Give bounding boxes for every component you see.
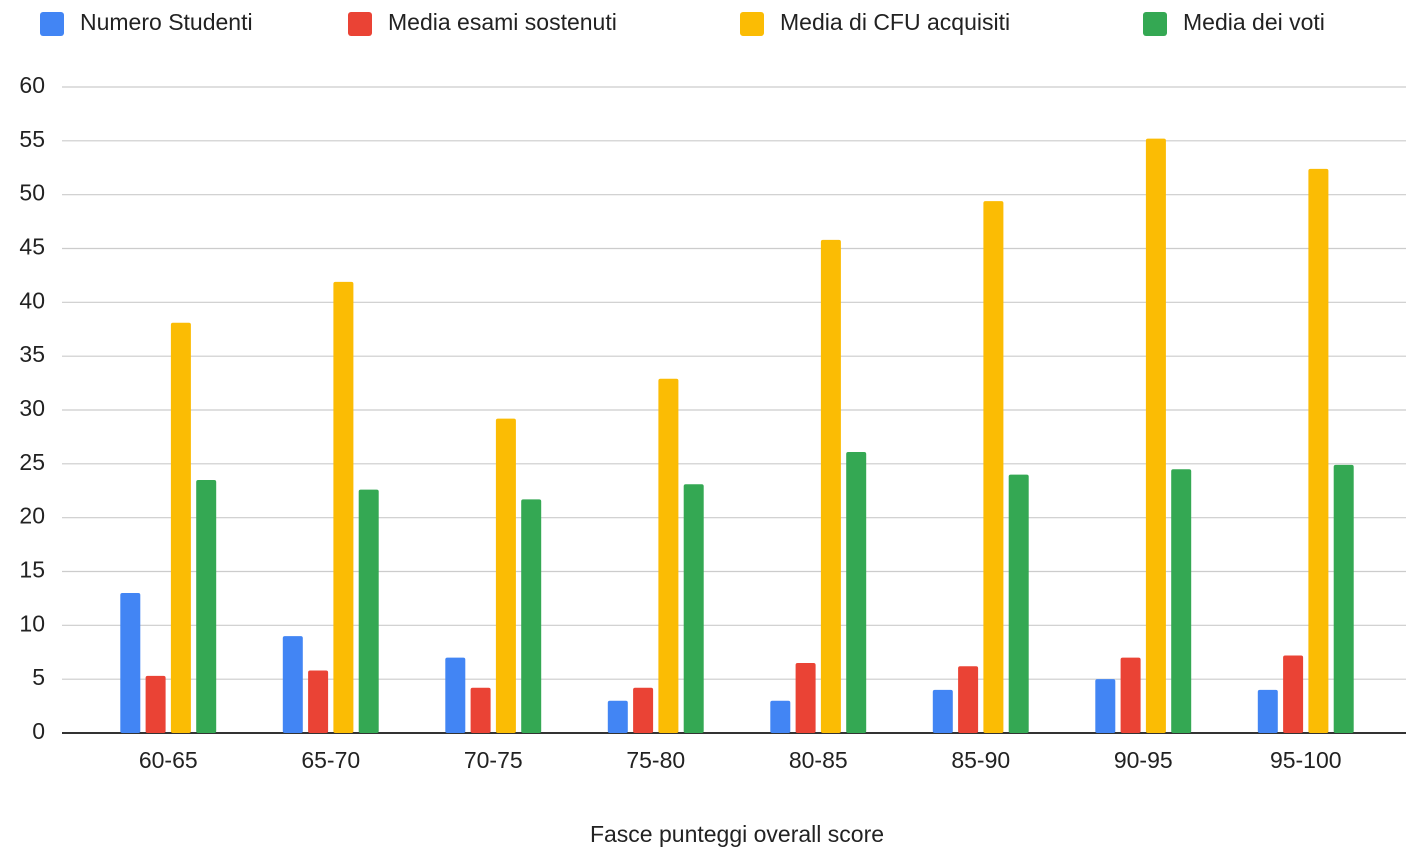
y-tick-label: 25 (19, 449, 45, 475)
bar (820, 239, 841, 734)
x-axis-title: Fasce punteggi overall score (590, 821, 884, 847)
bar (932, 689, 953, 733)
legend-label: Media dei voti (1183, 9, 1325, 35)
x-tick-label: 85-90 (951, 747, 1010, 773)
bar (170, 322, 191, 733)
bar (120, 593, 141, 733)
bar (658, 378, 679, 733)
bar (1308, 168, 1329, 733)
y-tick-label: 20 (19, 503, 45, 529)
bar (795, 663, 816, 733)
legend-label: Media di CFU acquisiti (780, 9, 1010, 35)
y-tick-label: 55 (19, 126, 45, 152)
bar (846, 451, 867, 733)
bar (308, 670, 329, 733)
bar (1008, 474, 1029, 733)
bar (633, 687, 654, 733)
bar (1171, 469, 1192, 733)
y-tick-label: 0 (32, 718, 45, 744)
bar (1095, 679, 1116, 733)
x-tick-label: 60-65 (139, 747, 198, 773)
bar (683, 484, 704, 733)
y-tick-label: 45 (19, 234, 45, 260)
legend-label: Numero Studenti (80, 9, 253, 35)
bar (1283, 655, 1304, 733)
bar (470, 687, 491, 733)
x-tick-label: 65-70 (301, 747, 360, 773)
y-tick-label: 50 (19, 180, 45, 206)
bar (521, 499, 542, 733)
bar (445, 657, 466, 733)
y-tick-label: 10 (19, 610, 45, 636)
legend-swatch (740, 12, 764, 36)
y-tick-label: 5 (32, 664, 45, 690)
x-tick-label: 70-75 (464, 747, 523, 773)
y-tick-label: 40 (19, 287, 45, 313)
legend-swatch (348, 12, 372, 36)
x-tick-label: 75-80 (626, 747, 685, 773)
y-tick-label: 15 (19, 557, 45, 583)
bar (958, 666, 979, 733)
bar (333, 281, 354, 733)
bar (495, 418, 516, 733)
bar (1333, 464, 1354, 733)
bar (770, 700, 791, 733)
bar (1120, 657, 1141, 733)
y-tick-label: 60 (19, 72, 45, 98)
x-tick-label: 80-85 (789, 747, 848, 773)
x-tick-label: 95-100 (1270, 747, 1342, 773)
legend-swatch (40, 12, 64, 36)
bar (282, 636, 303, 733)
bar (145, 675, 166, 733)
legend-label: Media esami sostenuti (388, 9, 617, 35)
bar (196, 479, 217, 733)
bar (607, 700, 628, 733)
x-tick-label: 90-95 (1114, 747, 1173, 773)
bar (983, 201, 1004, 734)
bar (358, 489, 379, 733)
legend-swatch (1143, 12, 1167, 36)
bar (1257, 689, 1278, 733)
y-tick-label: 35 (19, 341, 45, 367)
y-tick-label: 30 (19, 395, 45, 421)
bar (1145, 138, 1166, 733)
